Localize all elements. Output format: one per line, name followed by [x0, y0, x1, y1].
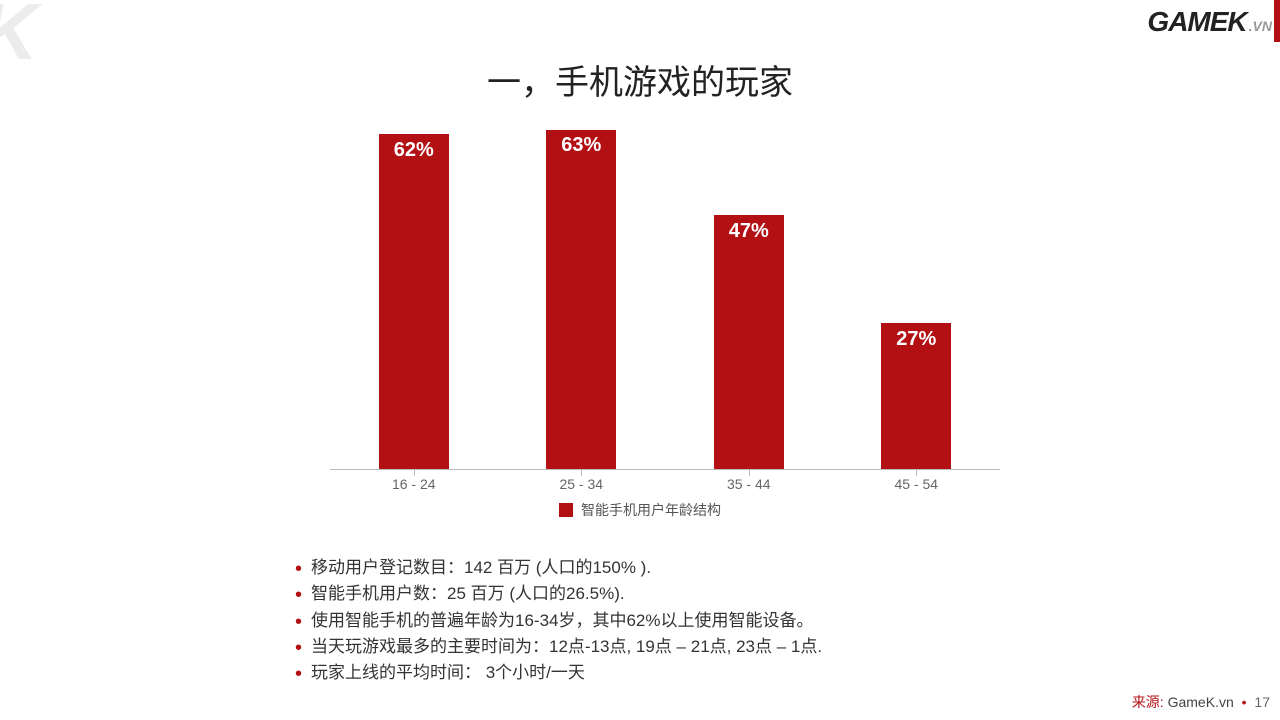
- bar-value-label: 62%: [394, 139, 434, 162]
- bar-value-label: 63%: [561, 134, 601, 157]
- bar-group: 27%: [833, 130, 1001, 469]
- x-tick-label: 35 - 44: [665, 476, 833, 492]
- chart-plot-area: 62% 63% 47% 27%: [330, 130, 1000, 470]
- page-title: 一，手机游戏的玩家: [0, 55, 1280, 104]
- bar: [546, 130, 616, 469]
- footer: 来源: GameK.vn • 17: [1132, 692, 1270, 712]
- footer-page-number: 17: [1254, 694, 1270, 710]
- legend-label: 智能手机用户年龄结构: [581, 500, 721, 520]
- bullet-item: 使用智能手机的普遍年龄为16-34岁，其中62%以上使用智能设备。: [295, 608, 1220, 634]
- legend-swatch: [559, 503, 573, 517]
- bullet-item: 当天玩游戏最多的主要时间为：12点-13点, 19点 – 21点, 23点 – …: [295, 634, 1220, 660]
- brand-logo: GAMEK .VN: [1147, 6, 1272, 38]
- bar-value-label: 47%: [729, 220, 769, 243]
- x-tick-label: 25 - 34: [498, 476, 666, 492]
- bar: [714, 215, 784, 469]
- bullet-item: 智能手机用户数：25 百万 (人口的26.5%).: [295, 581, 1220, 607]
- bar-chart: 62% 63% 47% 27% 16 - 2425 - 3435 - 4445 - 5…: [330, 130, 1000, 490]
- footer-source-name: GameK.vn: [1168, 694, 1234, 710]
- bullet-list: 移动用户登记数目：142 百万 (人口的150% ).智能手机用户数：25 百万…: [295, 555, 1220, 687]
- footer-source-label: 来源:: [1132, 694, 1164, 710]
- bullet-item: 移动用户登记数目：142 百万 (人口的150% ).: [295, 555, 1220, 581]
- x-tick-label: 45 - 54: [833, 476, 1001, 492]
- brand-accent-bar: [1274, 0, 1280, 42]
- x-tick-label: 16 - 24: [330, 476, 498, 492]
- chart-x-ticks: 16 - 2425 - 3435 - 4445 - 54: [330, 476, 1000, 492]
- brand-suffix: .VN: [1249, 18, 1272, 34]
- chart-legend: 智能手机用户年龄结构: [0, 500, 1280, 520]
- bar: [379, 134, 449, 469]
- bullet-item: 玩家上线的平均时间： 3个小时/一天: [295, 660, 1220, 686]
- brand-text: GAMEK: [1147, 6, 1246, 38]
- bar-group: 62%: [330, 130, 498, 469]
- bar-value-label: 27%: [896, 328, 936, 351]
- footer-separator-icon: •: [1242, 694, 1247, 710]
- bar-group: 63%: [498, 130, 666, 469]
- bar-group: 47%: [665, 130, 833, 469]
